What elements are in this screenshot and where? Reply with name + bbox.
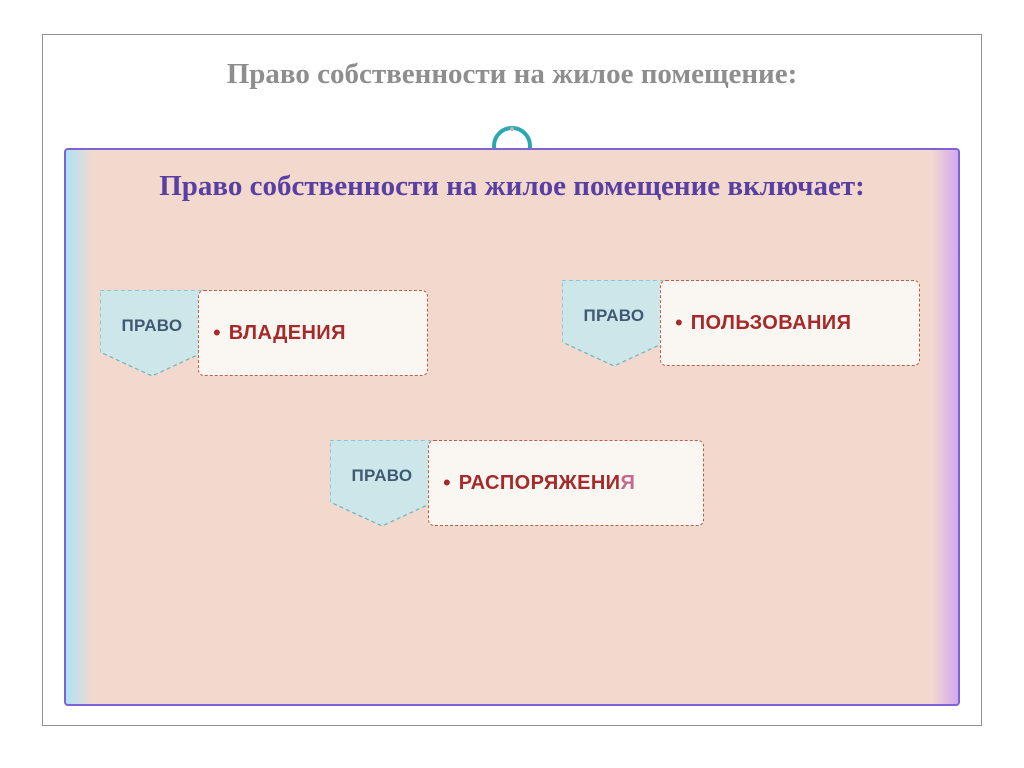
value-text: ПОЛЬЗОВАНИЯ <box>691 312 852 335</box>
chevron-down-icon: ПРАВО <box>562 280 666 366</box>
arrow-label: ПРАВО <box>100 316 204 336</box>
diagram-item: ПРАВО • РАСПОРЯЖЕНИЯ <box>330 440 704 526</box>
page-title: Право собственности на жилое помещение: <box>42 58 982 91</box>
diagram-item: ПРАВО • ВЛАДЕНИЯ <box>100 290 428 376</box>
content-panel: Право собственности на жилое помещение в… <box>64 148 960 706</box>
value-text: ВЛАДЕНИЯ <box>229 322 346 345</box>
value-box: • РАСПОРЯЖЕНИЯ <box>428 440 704 526</box>
chevron-down-icon: ПРАВО <box>100 290 204 376</box>
items-area: ПРАВО • ВЛАДЕНИЯ ПРАВО • ПОЛЬЗОВАНИЯ ПРАВО • Р… <box>84 280 940 686</box>
bullet-icon: • <box>675 310 683 336</box>
arrow-label: ПРАВО <box>562 306 666 326</box>
value-box: • ПОЛЬЗОВАНИЯ <box>660 280 920 366</box>
diagram-item: ПРАВО • ПОЛЬЗОВАНИЯ <box>562 280 920 366</box>
chevron-down-icon: ПРАВО <box>330 440 434 526</box>
value-box: • ВЛАДЕНИЯ <box>198 290 428 376</box>
panel-title: Право собственности на жилое помещение в… <box>102 168 922 204</box>
bullet-icon: • <box>443 470 451 496</box>
slide: Право собственности на жилое помещение: … <box>0 0 1024 768</box>
value-text: РАСПОРЯЖЕНИЯ <box>459 472 636 495</box>
bullet-icon: • <box>213 320 221 346</box>
arrow-label: ПРАВО <box>330 466 434 486</box>
value-accent: Я <box>620 472 635 494</box>
